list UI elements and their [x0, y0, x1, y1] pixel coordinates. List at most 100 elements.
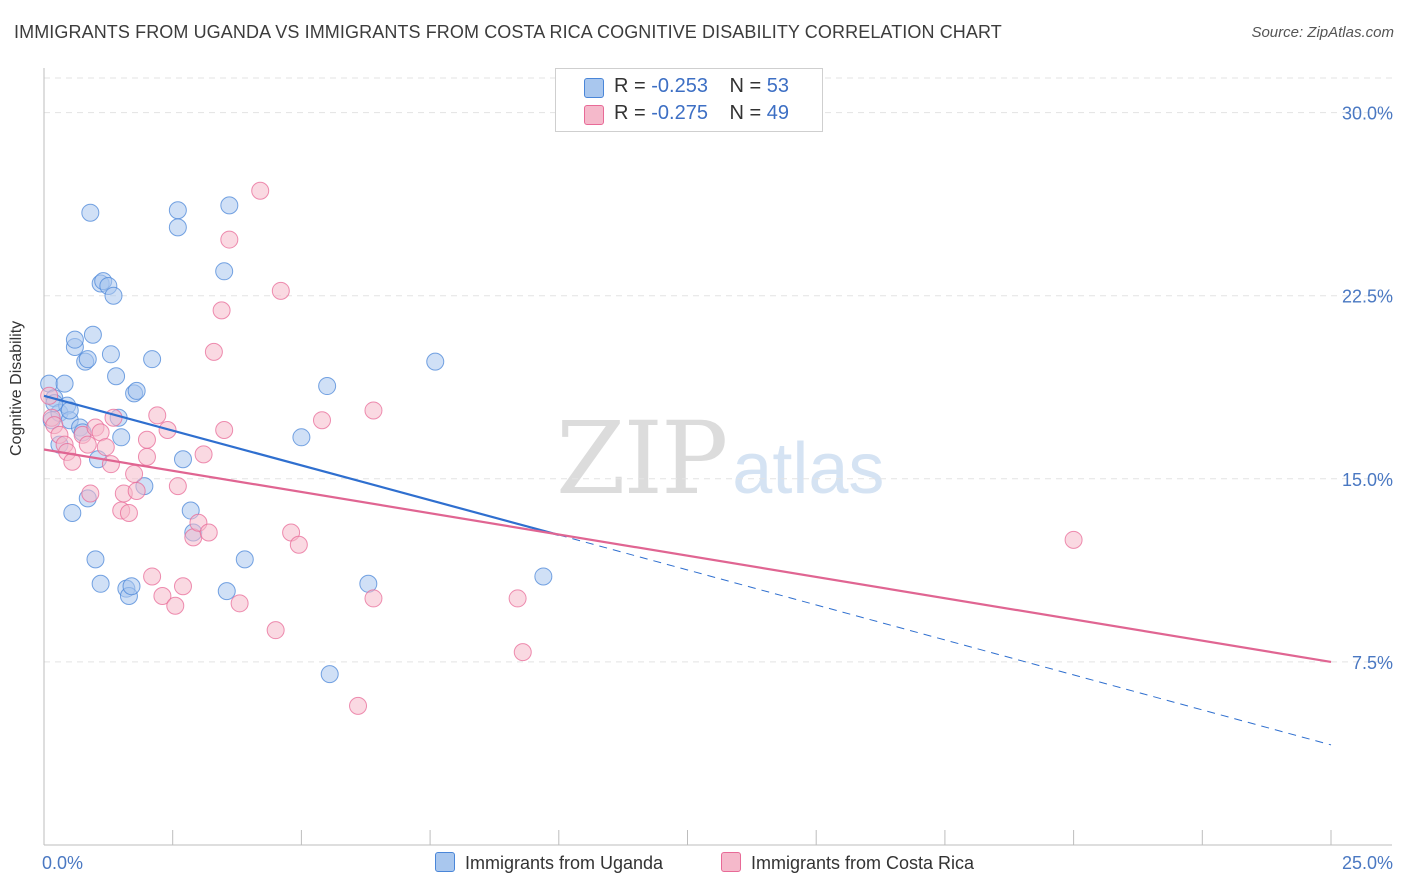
point-uganda — [55, 374, 74, 393]
point-uganda — [168, 201, 187, 220]
y-tick-label: 22.5% — [1342, 287, 1393, 307]
point-uganda — [122, 577, 141, 596]
point-costa-rica — [364, 589, 383, 608]
legend-n-label: N = — [729, 102, 767, 124]
point-costa-rica — [168, 477, 187, 496]
point-costa-rica — [148, 406, 167, 425]
point-costa-rica — [212, 301, 231, 320]
watermark: ZIPatlas — [556, 400, 884, 517]
point-costa-rica — [101, 455, 120, 474]
point-costa-rica — [173, 577, 192, 596]
point-uganda — [318, 377, 337, 396]
bottom-legend-costa-rica: Immigrants from Costa Rica — [721, 852, 974, 874]
point-uganda — [173, 450, 192, 469]
legend-n-value: 53 — [766, 75, 790, 97]
point-costa-rica — [153, 586, 172, 605]
series-uganda-points — [40, 196, 553, 684]
legend-n-value: 49 — [766, 102, 790, 124]
point-uganda — [127, 381, 146, 400]
point-uganda — [215, 262, 234, 281]
bottom-legend-swatch-costa-rica — [721, 852, 741, 872]
point-costa-rica — [199, 523, 218, 542]
point-costa-rica — [137, 430, 156, 449]
watermark-atlas: atlas — [732, 429, 885, 509]
point-uganda — [91, 574, 110, 593]
point-uganda — [81, 203, 100, 222]
point-uganda — [143, 350, 162, 369]
point-uganda — [112, 428, 131, 447]
point-costa-rica — [215, 420, 234, 439]
legend-r-label: R = — [614, 75, 652, 97]
point-uganda — [217, 582, 236, 601]
point-costa-rica — [104, 408, 123, 427]
legend-r-value: -0.275 — [651, 102, 708, 124]
point-costa-rica — [204, 342, 223, 361]
legend-swatch-uganda — [584, 78, 604, 98]
point-costa-rica — [230, 594, 249, 613]
axes — [43, 68, 1392, 846]
point-uganda — [235, 550, 254, 569]
point-uganda — [83, 325, 102, 344]
y-tick-label: 30.0% — [1342, 104, 1393, 124]
point-costa-rica — [271, 281, 290, 300]
chart-title: IMMIGRANTS FROM UGANDA VS IMMIGRANTS FRO… — [14, 22, 1002, 42]
tick-labels: 7.5% 15.0% 22.5% 30.0% 0.0% 25.0% — [42, 104, 1393, 873]
trend-line-costa-rica — [43, 448, 1332, 663]
point-costa-rica — [220, 230, 239, 249]
point-costa-rica — [364, 401, 383, 420]
point-uganda — [86, 550, 105, 569]
legend-r-value: -0.253 — [651, 75, 708, 97]
point-costa-rica — [166, 596, 185, 615]
point-costa-rica — [251, 181, 270, 200]
x-tick-label: 0.0% — [42, 853, 83, 873]
correlation-legend: R = -0.253 N = 53 R = -0.275 N = 49 — [555, 68, 823, 132]
point-costa-rica — [81, 484, 100, 503]
y-tick-label: 15.0% — [1342, 470, 1393, 490]
watermark-zip: ZIP — [556, 400, 728, 517]
y-axis-label: Cognitive Disability — [8, 320, 25, 456]
legend-swatch-costa-rica — [584, 105, 604, 125]
point-costa-rica — [127, 482, 146, 501]
point-costa-rica — [143, 567, 162, 586]
point-costa-rica — [349, 696, 368, 715]
legend-row-uganda: R = -0.253 N = 53 — [614, 75, 789, 98]
point-uganda — [220, 196, 239, 215]
point-uganda — [78, 350, 97, 369]
point-uganda — [65, 330, 84, 349]
point-uganda — [320, 665, 339, 684]
legend-row-costa-rica: R = -0.275 N = 49 — [614, 102, 789, 125]
trend-line-uganda — [43, 394, 560, 537]
point-costa-rica — [137, 447, 156, 466]
point-costa-rica — [266, 621, 285, 640]
point-costa-rica — [312, 411, 331, 430]
bottom-legend-uganda: Immigrants from Uganda — [435, 852, 663, 874]
point-costa-rica — [513, 643, 532, 662]
bottom-legend-swatch-uganda — [435, 852, 455, 872]
point-uganda — [168, 218, 187, 237]
point-costa-rica — [289, 535, 308, 554]
point-costa-rica — [78, 435, 97, 454]
legend-r-label: R = — [614, 102, 652, 124]
point-costa-rica — [1064, 530, 1083, 549]
y-tick-label: 7.5% — [1352, 653, 1393, 673]
point-costa-rica — [119, 503, 138, 522]
grid-lines — [44, 77, 1392, 663]
point-uganda — [534, 567, 553, 586]
point-costa-rica — [194, 445, 213, 464]
bottom-legend-label: Immigrants from Costa Rica — [751, 853, 975, 873]
point-uganda — [104, 286, 123, 305]
point-costa-rica — [508, 589, 527, 608]
point-uganda — [292, 428, 311, 447]
point-uganda — [426, 352, 445, 371]
point-costa-rica — [125, 464, 144, 483]
point-costa-rica — [96, 438, 115, 457]
source-label: Source: ZipAtlas.com — [1251, 24, 1394, 41]
x-tick-label: 25.0% — [1342, 853, 1393, 873]
point-costa-rica — [40, 386, 59, 405]
point-uganda — [63, 503, 82, 522]
point-uganda — [107, 367, 126, 386]
point-uganda — [101, 345, 120, 364]
series-costa-rica-points — [40, 181, 1083, 715]
trend-line-uganda-extension — [558, 534, 1332, 746]
